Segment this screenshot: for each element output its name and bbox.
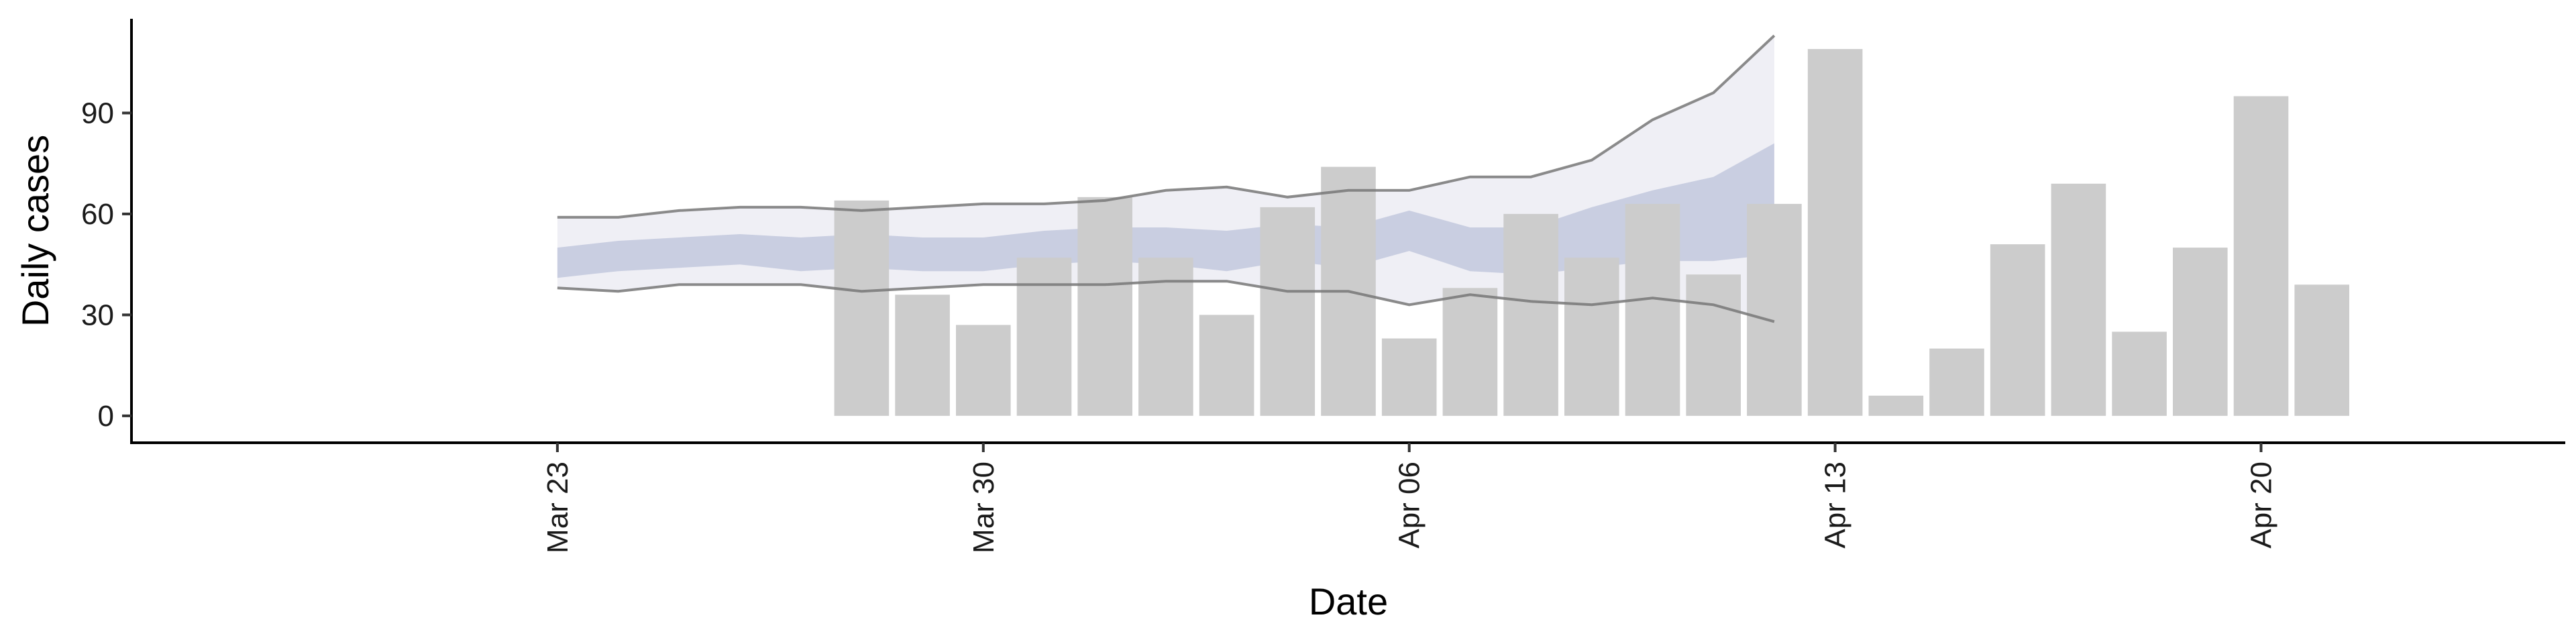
case-bar	[895, 294, 950, 416]
outer-upper-line	[557, 34, 1776, 219]
case-bar	[1747, 203, 1802, 416]
case-bar	[834, 200, 890, 416]
case-bar	[2173, 248, 2228, 416]
x-tick-label: Apr 20	[2245, 462, 2278, 549]
case-bar	[2294, 284, 2349, 416]
y-axis-title: Daily cases	[14, 135, 56, 327]
case-bar	[1990, 244, 2045, 416]
x-tick-label: Apr 13	[1819, 462, 1852, 549]
y-tick-label: 60	[81, 198, 114, 231]
case-bar	[2051, 183, 2106, 416]
x-tick-label: Apr 06	[1393, 462, 1426, 549]
axes	[130, 19, 2565, 444]
x-tick-label: Mar 30	[967, 462, 1000, 553]
case-bar	[2112, 331, 2167, 416]
y-tick-label: 30	[81, 299, 114, 331]
case-bar	[956, 325, 1011, 416]
y-ticks: 0 30 60 90	[81, 97, 131, 433]
case-bar	[1564, 258, 1619, 416]
case-bar	[1686, 274, 1741, 416]
case-bar	[1929, 348, 1984, 416]
case-bar	[1807, 49, 1863, 416]
y-tick-label: 0	[98, 400, 114, 433]
case-bar	[1868, 395, 1924, 416]
case-bar	[1016, 258, 1072, 416]
case-bar	[1077, 197, 1132, 416]
case-bar	[1260, 207, 1316, 416]
case-bar	[2233, 96, 2289, 416]
estimate-outer-lines	[557, 34, 1776, 323]
case-bar	[1138, 258, 1193, 416]
y-tick-label: 90	[81, 97, 114, 129]
case-bar	[1381, 338, 1437, 416]
case-bar	[1503, 213, 1558, 416]
case-bar	[1625, 203, 1680, 416]
x-axis-title: Date	[1309, 580, 1388, 623]
x-ticks: Mar 23 Mar 30 Apr 06 Apr 13 Apr 20	[541, 443, 2278, 553]
case-bar	[1199, 315, 1254, 416]
case-bar	[1442, 288, 1498, 416]
outer-lower-line	[557, 280, 1775, 323]
x-tick-label: Mar 23	[541, 462, 574, 553]
